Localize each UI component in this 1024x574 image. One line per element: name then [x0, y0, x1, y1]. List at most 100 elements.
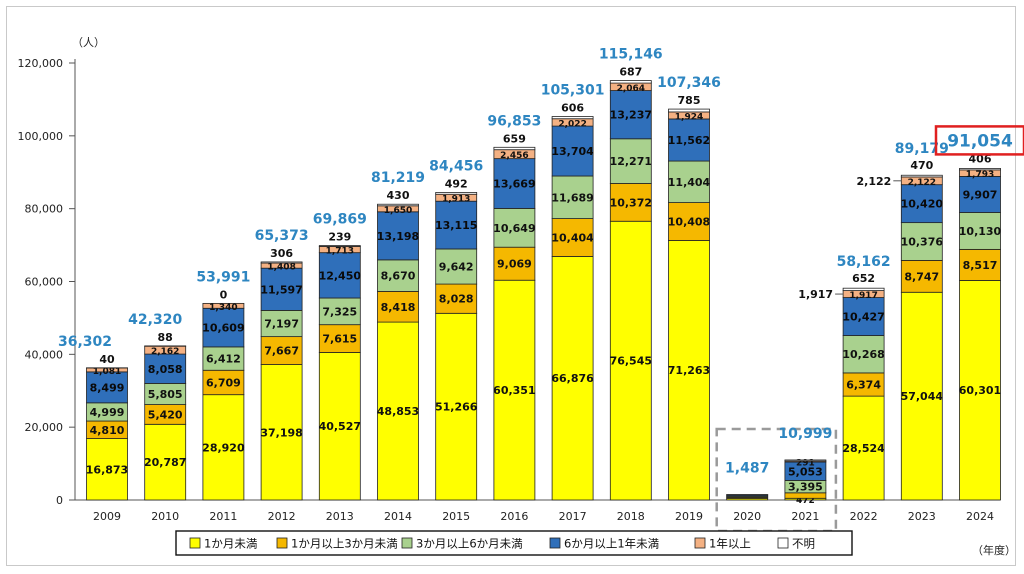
segment-data-label: 11,597: [260, 283, 302, 296]
x-tick-label: 2012: [268, 510, 296, 523]
legend-swatch: [777, 537, 789, 549]
total-data-label: 10,999: [778, 426, 832, 442]
segment-data-label: 7,615: [322, 333, 357, 346]
highlight-dashed-box: [715, 427, 838, 533]
segment-data-label: 20,787: [144, 456, 186, 469]
bar-segment: [842, 395, 885, 501]
total-data-label: 65,373: [255, 228, 309, 244]
segment-data-label: 71,263: [668, 364, 710, 377]
segment-data-label: 8,517: [963, 259, 998, 272]
segment-data-label: 1,913: [442, 195, 470, 205]
legend-swatch: [694, 537, 706, 549]
total-data-label: 84,456: [429, 158, 483, 174]
side-data-label: 2,122: [857, 175, 892, 188]
segment-data-label: 472: [796, 496, 815, 506]
segment-data-label: 51,266: [435, 401, 478, 414]
x-tick-label: 2021: [791, 510, 819, 523]
segment-data-label: 8,747: [904, 270, 939, 283]
y-tick-label: 60,000: [25, 276, 64, 289]
segment-data-label: 10,427: [842, 311, 884, 324]
legend-label: 1年以上: [709, 537, 751, 551]
bar-segment: [609, 183, 652, 222]
bar-segment: [609, 138, 652, 184]
bar-segment: [842, 335, 885, 374]
segment-data-label: 28,920: [202, 441, 245, 454]
unknown-data-label: 40: [99, 353, 115, 366]
x-tick-label: 2015: [442, 510, 470, 523]
segment-data-label: 4,999: [90, 406, 125, 419]
x-tick-label: 2010: [151, 510, 179, 523]
total-data-label: 69,869: [313, 212, 367, 228]
bar-segment: [260, 261, 303, 264]
segment-data-label: 9,907: [963, 188, 998, 201]
segment-data-label: 66,876: [551, 372, 594, 385]
segment-data-label: 2,022: [558, 119, 586, 129]
segment-data-label: 1,408: [267, 263, 295, 273]
x-tick-label: 2019: [675, 510, 703, 523]
bar-segment: [609, 80, 652, 84]
total-data-label: 36,302: [58, 334, 112, 350]
segment-data-label: 1,650: [384, 206, 412, 216]
y-axis-unit-label: （人）: [72, 36, 105, 49]
bar-segment: [551, 256, 594, 501]
unknown-data-label: 88: [158, 331, 173, 344]
x-tick-label: 2023: [908, 510, 936, 523]
segment-data-label: 5,420: [148, 408, 183, 421]
bar-segment: [377, 321, 419, 501]
bar-segment: [551, 116, 594, 120]
segment-data-label: 11,689: [551, 191, 593, 204]
x-tick-label: 2016: [500, 510, 528, 523]
bar-segment: [260, 310, 303, 338]
bar-segment: [318, 324, 361, 353]
y-tick-label: 40,000: [25, 348, 64, 361]
unknown-data-label: 785: [678, 94, 701, 107]
segment-data-label: 10,649: [493, 222, 535, 235]
bar-segment: [784, 459, 827, 462]
bar-segment: [900, 222, 943, 261]
segment-data-label: 4,810: [90, 424, 125, 437]
segment-data-label: 60,301: [959, 384, 1001, 397]
bar-segment: [609, 90, 652, 140]
x-tick-label: 2011: [209, 510, 237, 523]
total-data-label: 42,320: [128, 312, 182, 328]
segment-data-label: 6,709: [206, 376, 241, 389]
x-axis-labels: 2009 2010 2011 2012 2013 2014 2015 2016 2017 2018…: [93, 510, 994, 523]
segment-data-label: 11,562: [668, 134, 710, 147]
segment-data-label: 48,853: [377, 405, 419, 418]
segment-data-label: 1,340: [209, 303, 237, 313]
segment-data-label: 1,081: [93, 367, 121, 377]
unknown-data-label: 430: [387, 189, 410, 202]
unknown-data-label: 492: [445, 177, 468, 190]
legend-label: 6か月以上1年未満: [564, 537, 659, 551]
segment-data-label: 2,456: [500, 151, 528, 161]
unknown-data-label: 306: [270, 247, 293, 260]
total-data-label: 115,146: [599, 47, 663, 63]
segment-data-label: 10,609: [202, 322, 244, 335]
segment-data-label: 2,162: [151, 347, 179, 357]
segment-data-label: 10,372: [610, 196, 652, 209]
segment-data-label: 11,404: [668, 176, 711, 189]
segment-data-label: 2,064: [617, 84, 645, 94]
bars-layer: 16,873 4,810 4,999 8,499 1,081 20,787 5,420 5,8…: [86, 80, 1002, 506]
bar-segment: [551, 175, 594, 219]
segment-data-label: 57,044: [901, 390, 944, 403]
x-axis-unit-label: （年度）: [972, 543, 1016, 557]
bar-segment: [668, 118, 710, 162]
total-data-label: 81,219: [371, 170, 425, 186]
segment-data-label: 7,197: [264, 318, 299, 331]
segment-data-label: 5,805: [148, 388, 183, 401]
bar-segment: [668, 202, 710, 241]
segment-data-label: 1,924: [675, 112, 703, 122]
total-data-label: 1,487: [725, 461, 769, 477]
legend-swatch: [189, 537, 201, 549]
segment-data-label: 37,198: [260, 426, 302, 439]
unknown-data-label: 606: [561, 102, 584, 115]
segment-data-label: 76,545: [610, 355, 652, 368]
bar-segment: [260, 336, 303, 365]
segment-data-label: 1,917: [849, 291, 877, 301]
segment-data-label: 9,642: [439, 261, 474, 274]
bar-segment: [377, 211, 419, 261]
segment-data-label: 10,130: [959, 225, 1002, 238]
bar-segment: [493, 146, 536, 151]
segment-data-label: 10,404: [551, 232, 594, 245]
